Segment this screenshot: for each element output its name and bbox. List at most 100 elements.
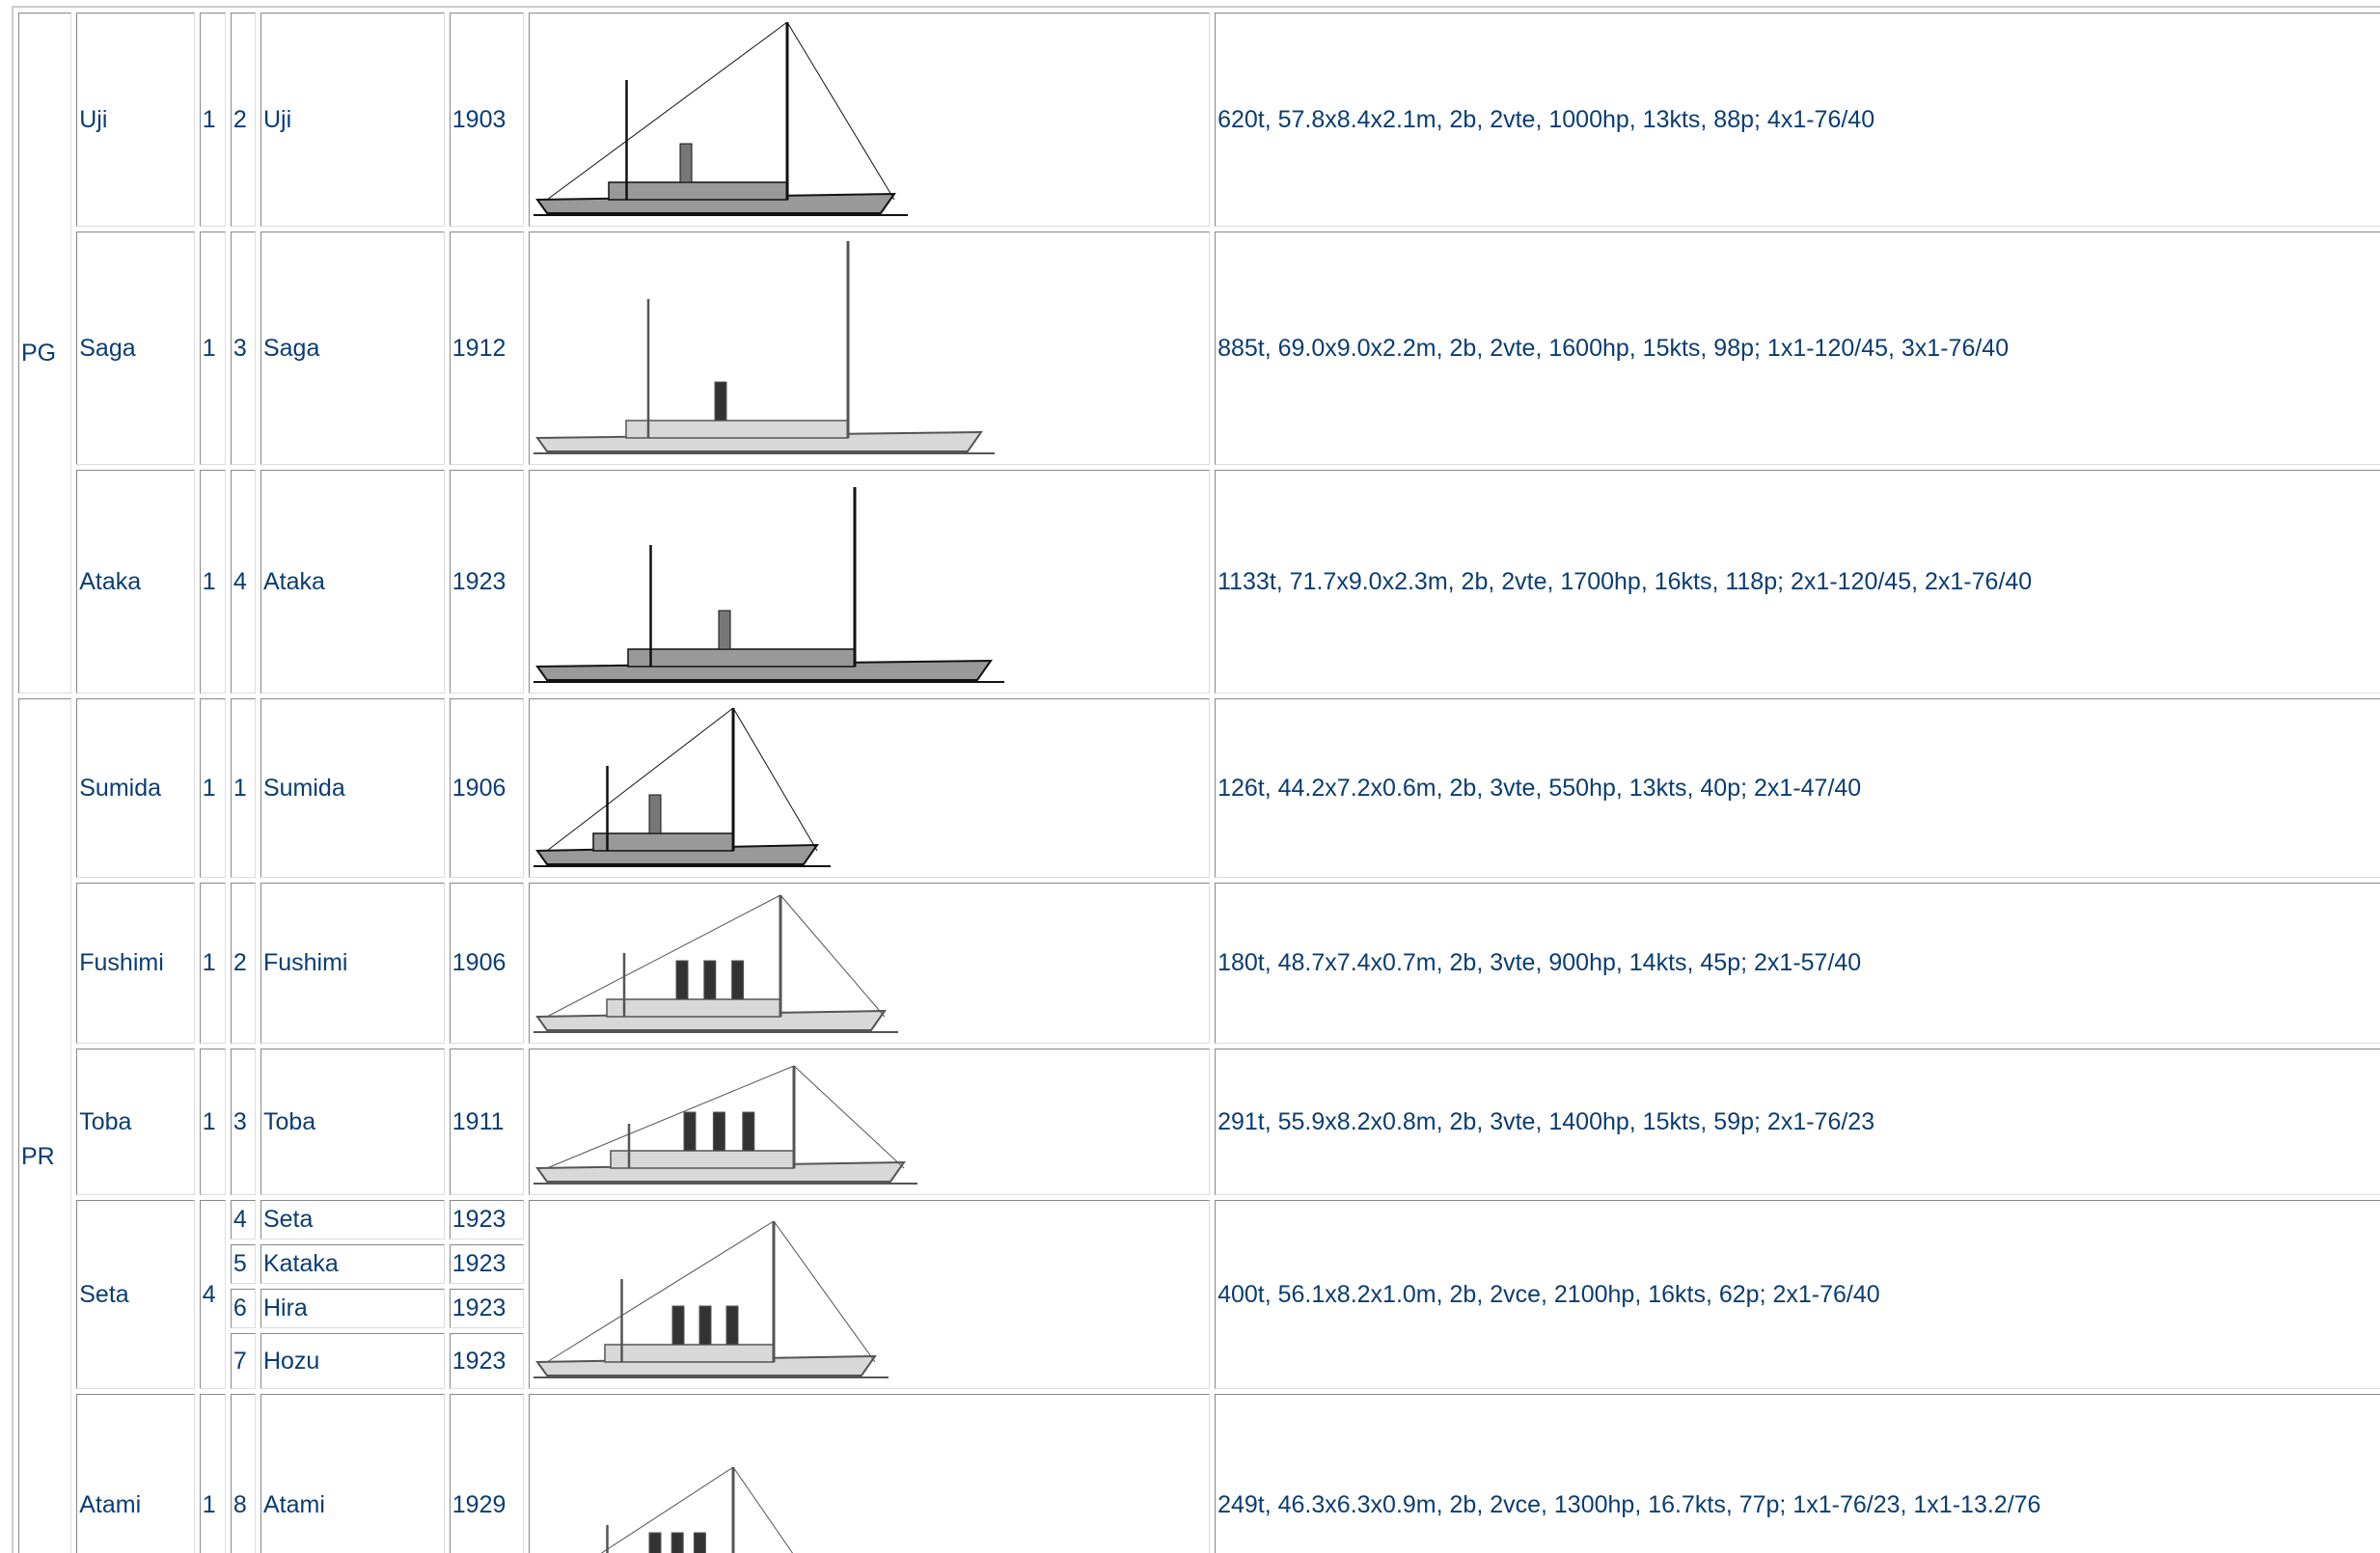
ships-table: PG Uji 1 2 Uji 1903 620t, 57.8x8.4x2.1m, 2b, 2… [12, 6, 2380, 1553]
ship-drawing-part [604, 1344, 775, 1363]
table-row: Saga 1 3 Saga 1912 885t, 69.0x9.0x2.2m, 2b, 2… [18, 232, 2380, 465]
image-cell [529, 698, 1211, 878]
specs-cell: 620t, 57.8x8.4x2.1m, 2b, 2vte, 1000hp, 1… [1215, 13, 2380, 227]
ship-drawing-part [693, 1532, 706, 1553]
ship-drawing-part [786, 21, 895, 201]
ship-drawing-part [671, 1305, 685, 1346]
number-cell: 2 [230, 883, 256, 1044]
ship-drawing [533, 21, 909, 216]
ship-drawing-part [610, 1150, 795, 1169]
count-cell: 1 [199, 232, 226, 465]
image-cell [529, 1200, 1211, 1389]
specs-cell: 885t, 69.0x9.0x2.2m, 2b, 2vte, 1600hp, 1… [1215, 232, 2380, 465]
table-row: PG Uji 1 2 Uji 1903 620t, 57.8x8.4x2.1m, 2b, 2… [18, 13, 2380, 694]
table-row: 5 Kataka 1923 [18, 1244, 2380, 1284]
name-cell: Toba [260, 1049, 445, 1195]
table-row: Fushimi 1 2 Fushimi 1906 180t, 48.7x7.4x0.7m,… [18, 883, 2380, 1044]
image-cell [529, 883, 1211, 1044]
class-cell: Fushimi [76, 883, 195, 1044]
ship-drawing-part [679, 143, 693, 183]
ship-drawing-part [742, 1111, 755, 1152]
year-cell: 1903 [449, 13, 525, 227]
number-cell: 3 [230, 232, 256, 465]
image-cell [529, 470, 1211, 694]
table-row: Ataka 1 4 Ataka 1923 1133t, 71.7x9.0x2.3m, 2b… [18, 470, 2380, 694]
year-cell: 1929 [449, 1394, 525, 1553]
number-cell: 4 [230, 470, 256, 694]
count-cell: 1 [199, 470, 226, 694]
class-cell: Toba [76, 1049, 195, 1195]
specs-cell: 180t, 48.7x7.4x0.7m, 2b, 3vte, 900hp, 14… [1215, 883, 2380, 1044]
number-cell: 7 [230, 1333, 256, 1389]
name-cell: Uji [260, 13, 445, 227]
image-cell [529, 232, 1211, 465]
ship-drawing-part [698, 1305, 712, 1346]
ship-drawing-part [683, 1111, 697, 1152]
ship-drawing [533, 894, 899, 1033]
count-cell: 1 [199, 698, 226, 878]
number-cell: 1 [230, 698, 256, 878]
name-cell: Saga [260, 232, 445, 465]
year-cell: 1923 [449, 470, 525, 694]
table-row: Atami 1 8 Atami 1929 249t, 46.3x6.3x0.9m, 2b,… [18, 1394, 2380, 1553]
number-cell: 4 [230, 1200, 256, 1240]
count-cell: 1 [199, 13, 226, 227]
class-cell: Sumida [76, 698, 195, 878]
ship-drawing-part [714, 381, 727, 422]
ship-drawing [533, 1220, 889, 1378]
table-row: 6 Hira 1923 [18, 1289, 2380, 1328]
table-row: 7 Hozu 1923 [18, 1333, 2380, 1389]
ship-drawing-part [546, 894, 781, 1018]
name-cell: Sumida [260, 698, 445, 878]
table-row: Toba 1 3 Toba 1911 291t, 55.9x8.2x0.8m, 2b, 3… [18, 1049, 2380, 1195]
name-cell: Kataka [260, 1244, 445, 1284]
name-cell: Atami [260, 1394, 445, 1553]
name-cell: Seta [260, 1200, 445, 1240]
ship-drawing-part [732, 1466, 794, 1553]
ship-drawing-part [780, 894, 886, 1018]
ship-drawing-part [546, 1065, 795, 1169]
year-cell: 1923 [449, 1200, 525, 1240]
ship-drawing-part [600, 1466, 734, 1553]
number-cell: 3 [230, 1049, 256, 1195]
number-cell: 2 [230, 13, 256, 227]
ship-drawing-part [703, 960, 717, 1000]
ship-drawing-part [670, 1532, 684, 1553]
name-cell: Hira [260, 1289, 445, 1328]
count-cell: 1 [199, 1049, 226, 1195]
ship-drawing-part [793, 1065, 905, 1169]
specs-cell: 126t, 44.2x7.2x0.6m, 2b, 3vte, 550hp, 13… [1215, 698, 2380, 878]
specs-cell: 1133t, 71.7x9.0x2.3m, 2b, 2vte, 1700hp, … [1215, 470, 2380, 694]
ship-drawing-part [546, 1220, 775, 1363]
ship-drawing-part [592, 832, 734, 852]
ship-drawing [533, 487, 1005, 683]
number-cell: 6 [230, 1289, 256, 1328]
table-row: Seta 4 4 Seta 1923 400t, 56.1x8.2x1.0m, 2b, 2… [18, 1200, 2380, 1389]
ship-drawing-part [648, 1532, 662, 1553]
ship-drawing-part [675, 960, 689, 1000]
class-cell: Atami [76, 1394, 195, 1553]
ship-drawing-part [625, 420, 849, 439]
type-cell: PG [18, 13, 72, 694]
number-cell: 8 [230, 1394, 256, 1553]
specs-cell: 400t, 56.1x8.2x1.0m, 2b, 2vce, 2100hp, 1… [1215, 1200, 2380, 1389]
class-cell: Uji [76, 13, 195, 227]
year-cell: 1923 [449, 1244, 525, 1284]
year-cell: 1923 [449, 1333, 525, 1389]
ship-drawing-part [627, 648, 856, 668]
name-cell: Fushimi [260, 883, 445, 1044]
table-row: PR Sumida 1 1 Sumida 1906 126t, 44.2x7.2x0.6m,… [18, 698, 2380, 1553]
count-cell: 1 [199, 1394, 226, 1553]
ship-drawing-part [731, 960, 745, 1000]
class-cell: Saga [76, 232, 195, 465]
specs-cell: 249t, 46.3x6.3x0.9m, 2b, 2vce, 1300hp, 1… [1215, 1394, 2380, 1553]
ship-drawing [533, 241, 996, 454]
ship-drawing-part [546, 707, 734, 852]
ship-drawing-part [732, 707, 818, 852]
ship-drawing-part [773, 1220, 876, 1363]
count-cell: 4 [199, 1200, 226, 1389]
ship-drawing [533, 1065, 918, 1185]
name-cell: Ataka [260, 470, 445, 694]
number-cell: 5 [230, 1244, 256, 1284]
class-cell: Seta [76, 1200, 195, 1389]
